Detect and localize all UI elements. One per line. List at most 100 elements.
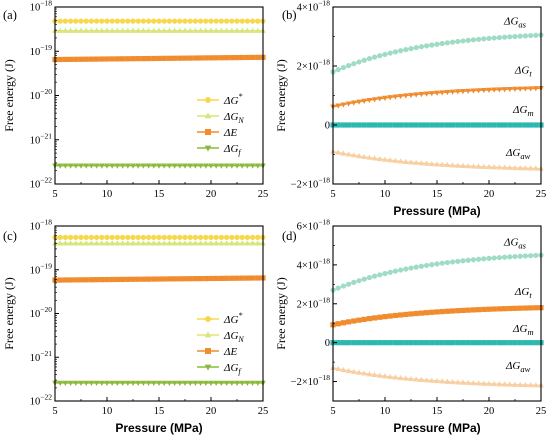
data-point — [475, 163, 482, 169]
data-point — [109, 56, 115, 62]
data-point — [429, 309, 435, 315]
data-point — [62, 56, 68, 63]
data-point — [361, 316, 367, 322]
data-point — [413, 376, 420, 382]
y-tick-label: 4×10−18 — [297, 256, 331, 271]
data-point — [481, 256, 487, 262]
legend-marker — [204, 112, 212, 119]
data-point — [517, 33, 523, 39]
data-point — [512, 305, 518, 311]
data-point — [218, 55, 224, 61]
data-point — [239, 18, 245, 24]
data-point — [72, 163, 79, 169]
y-tick-label: 10−19 — [30, 43, 52, 58]
data-point — [234, 275, 240, 281]
data-point — [455, 258, 461, 264]
data-point — [125, 234, 131, 240]
data-point — [146, 55, 152, 62]
data-point — [88, 27, 95, 33]
series-GN-c — [52, 240, 266, 246]
data-point — [187, 163, 194, 169]
data-point — [361, 370, 368, 376]
data-point — [93, 27, 100, 33]
legend-label: ΔGf — [223, 143, 242, 157]
data-point — [491, 122, 497, 128]
data-point — [455, 122, 461, 128]
data-point — [413, 310, 419, 317]
x-tick-label: 25 — [536, 189, 547, 200]
data-point — [213, 27, 220, 33]
data-point — [156, 55, 162, 62]
data-point — [130, 276, 136, 282]
data-point — [130, 163, 136, 169]
y-tick-label: 10−22 — [30, 393, 52, 408]
data-point — [98, 380, 105, 386]
data-point — [465, 257, 471, 263]
data-point — [239, 275, 245, 281]
data-point — [501, 164, 508, 170]
data-point — [182, 240, 188, 246]
data-point — [172, 18, 178, 24]
x-tick-label: 5 — [330, 406, 335, 417]
data-point — [114, 276, 120, 283]
data-point — [372, 340, 378, 346]
data-point — [239, 380, 246, 386]
legend-label: ΔG* — [223, 92, 242, 107]
data-point — [130, 234, 136, 240]
data-point — [208, 27, 214, 33]
data-point — [382, 51, 388, 57]
data-point — [522, 305, 528, 311]
data-point — [135, 240, 142, 246]
data-point — [104, 56, 110, 62]
data-point — [356, 59, 362, 65]
data-point — [208, 163, 214, 169]
data-point — [528, 253, 534, 259]
data-point — [377, 314, 383, 320]
data-point — [439, 340, 445, 346]
data-point — [496, 254, 502, 261]
data-point — [465, 379, 472, 385]
data-point — [88, 163, 95, 169]
data-point — [408, 122, 414, 128]
data-point — [408, 340, 414, 346]
data-point — [94, 56, 100, 62]
data-point — [387, 95, 394, 101]
data-point — [229, 234, 235, 240]
data-point — [109, 276, 115, 283]
data-point — [218, 234, 224, 240]
x-tick-label: 20 — [484, 406, 495, 417]
data-point — [78, 234, 84, 240]
data-point — [392, 122, 398, 128]
data-point — [187, 240, 194, 246]
data-point — [512, 253, 518, 260]
data-point — [460, 307, 466, 313]
data-point — [249, 380, 256, 386]
data-point — [424, 122, 430, 128]
data-point — [480, 87, 487, 94]
data-point — [99, 234, 105, 240]
data-point — [450, 259, 456, 265]
data-point — [392, 49, 398, 55]
data-point — [528, 32, 534, 39]
data-point — [434, 340, 440, 346]
data-point — [67, 27, 74, 33]
data-point — [444, 89, 451, 96]
data-point — [68, 234, 74, 240]
data-point — [507, 340, 513, 346]
data-point — [255, 18, 261, 24]
data-point — [444, 340, 450, 346]
y-tick-label: 10−21 — [30, 131, 52, 146]
data-point — [239, 27, 246, 33]
data-point — [104, 234, 110, 240]
data-point — [98, 27, 105, 33]
data-point — [223, 240, 230, 246]
data-point — [99, 277, 105, 283]
data-point — [218, 275, 224, 281]
data-point — [172, 55, 178, 61]
x-tick-label: 15 — [432, 189, 443, 200]
legend-marker — [204, 145, 212, 152]
data-point — [114, 380, 121, 386]
data-point — [392, 374, 399, 380]
data-point — [413, 264, 419, 270]
